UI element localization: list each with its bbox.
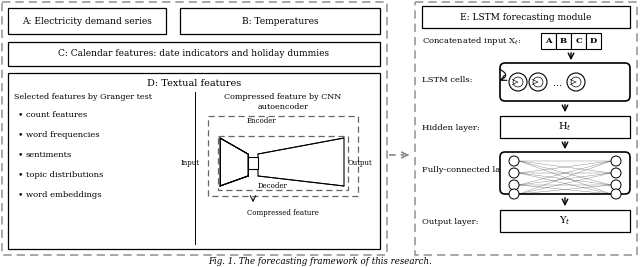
Bar: [2, 2, 387, 255]
Bar: [571, 33, 586, 49]
Text: A: A: [545, 37, 552, 45]
Text: Hidden layer:: Hidden layer:: [422, 124, 480, 132]
Circle shape: [509, 73, 527, 91]
Text: LSTM cells:: LSTM cells:: [422, 76, 472, 84]
Bar: [556, 33, 571, 49]
Bar: [422, 6, 630, 28]
Text: C: Calendar features: date indicators and holiday dummies: C: Calendar features: date indicators an…: [58, 49, 330, 58]
FancyBboxPatch shape: [500, 63, 630, 101]
Bar: [218, 136, 348, 190]
Bar: [415, 2, 637, 255]
Polygon shape: [220, 138, 248, 186]
Text: word frequencies: word frequencies: [26, 131, 99, 139]
Bar: [248, 157, 258, 169]
Text: D: Textual features: D: Textual features: [147, 80, 241, 88]
Circle shape: [529, 73, 547, 91]
Text: count features: count features: [26, 111, 87, 119]
Bar: [208, 116, 358, 196]
Text: Output: Output: [348, 159, 372, 167]
Text: word embeddings: word embeddings: [26, 191, 102, 199]
Bar: [586, 33, 601, 49]
Text: Decoder: Decoder: [258, 182, 288, 190]
Text: •: •: [18, 171, 24, 179]
Circle shape: [533, 77, 543, 87]
Circle shape: [509, 156, 519, 166]
Text: sentiments: sentiments: [26, 151, 72, 159]
Text: B: Temperatures: B: Temperatures: [242, 17, 318, 26]
FancyBboxPatch shape: [500, 152, 630, 194]
Circle shape: [509, 168, 519, 178]
Circle shape: [571, 77, 581, 87]
Text: D: D: [590, 37, 597, 45]
Text: topic distributions: topic distributions: [26, 171, 103, 179]
Text: •: •: [18, 131, 24, 139]
Bar: [500, 116, 630, 138]
Bar: [180, 8, 380, 34]
Circle shape: [509, 189, 519, 199]
Text: •: •: [18, 190, 24, 199]
Bar: [500, 210, 630, 232]
Text: Fully-connected layer:: Fully-connected layer:: [422, 166, 516, 174]
Circle shape: [611, 168, 621, 178]
Text: C: C: [575, 37, 582, 45]
Text: Output layer:: Output layer:: [422, 218, 479, 226]
Polygon shape: [258, 138, 344, 186]
Circle shape: [611, 180, 621, 190]
Text: ...: ...: [554, 78, 563, 88]
Bar: [541, 33, 556, 49]
Text: B: B: [560, 37, 567, 45]
Text: Fig. 1. The forecasting framework of this research.: Fig. 1. The forecasting framework of thi…: [208, 257, 432, 265]
Text: •: •: [18, 151, 24, 159]
Text: Encoder: Encoder: [247, 117, 276, 125]
Text: Input: Input: [181, 159, 200, 167]
Circle shape: [611, 189, 621, 199]
Bar: [8, 73, 380, 249]
Text: Y$_t$: Y$_t$: [559, 215, 571, 227]
Text: Compressed feature by CNN: Compressed feature by CNN: [225, 93, 342, 101]
Text: autoencoder: autoencoder: [257, 103, 308, 111]
Text: Concatenated input X$_t$:: Concatenated input X$_t$:: [422, 35, 521, 47]
Text: A: Electricity demand series: A: Electricity demand series: [22, 17, 152, 26]
Text: E: LSTM forecasting module: E: LSTM forecasting module: [460, 13, 592, 22]
Bar: [8, 8, 166, 34]
Circle shape: [611, 156, 621, 166]
Circle shape: [513, 77, 523, 87]
Bar: [8, 42, 380, 66]
Circle shape: [509, 180, 519, 190]
Text: Compressed feature: Compressed feature: [247, 209, 319, 217]
Text: Selected features by Granger test: Selected features by Granger test: [14, 93, 152, 101]
Text: •: •: [18, 111, 24, 120]
Text: H$_t$: H$_t$: [558, 121, 572, 134]
Circle shape: [567, 73, 585, 91]
